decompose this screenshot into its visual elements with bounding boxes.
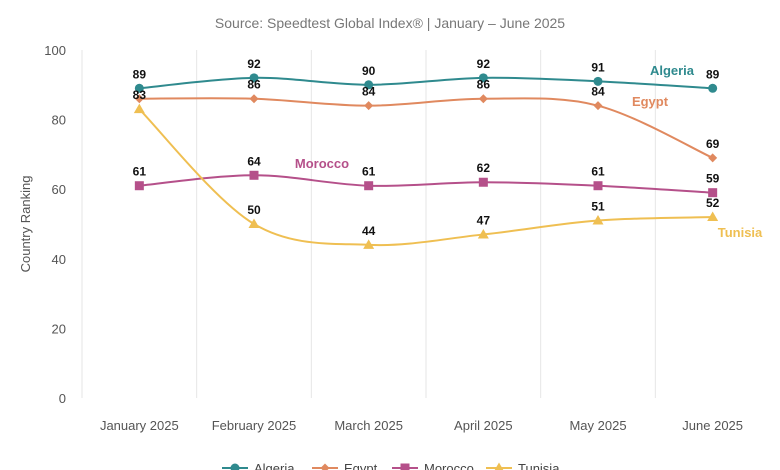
x-tick-label: February 2025 (212, 418, 297, 433)
legend-label-egypt: Egypt (344, 461, 378, 470)
data-point-tunisia (133, 103, 145, 114)
data-point-tunisia (248, 218, 260, 228)
data-label-egypt: 86 (477, 78, 491, 92)
data-label-morocco: 59 (706, 172, 720, 186)
data-label-tunisia: 83 (133, 88, 147, 102)
data-label-algeria: 92 (477, 57, 491, 71)
x-tick-label: January 2025 (100, 418, 179, 433)
data-point-egypt (364, 101, 374, 111)
data-label-tunisia: 47 (477, 213, 491, 227)
data-point-algeria (478, 73, 488, 83)
data-label-algeria: 91 (591, 60, 605, 74)
x-tick-label: March 2025 (334, 418, 403, 433)
data-point-tunisia (707, 211, 719, 222)
data-label-tunisia: 51 (591, 200, 605, 214)
data-label-algeria: 89 (706, 67, 720, 81)
data-point-algeria (134, 83, 144, 93)
data-label-morocco: 61 (362, 165, 376, 179)
y-tick-label: 40 (52, 252, 66, 267)
y-axis-label: Country Ranking (18, 176, 33, 273)
data-point-tunisia (477, 228, 489, 239)
data-point-algeria (249, 73, 259, 83)
data-point-morocco (708, 188, 718, 198)
y-tick-label: 60 (52, 182, 66, 197)
data-label-egypt: 69 (706, 137, 720, 151)
data-label-morocco: 61 (591, 165, 605, 179)
data-point-tunisia (363, 239, 375, 249)
data-label-algeria: 90 (362, 64, 376, 78)
data-label-tunisia: 44 (362, 224, 376, 238)
data-point-morocco (478, 177, 488, 187)
series-line-morocco (139, 174, 713, 194)
data-label-egypt: 84 (591, 85, 605, 99)
data-point-egypt (249, 94, 259, 104)
data-point-tunisia (592, 215, 604, 225)
series-line-algeria (139, 76, 713, 90)
data-label-morocco: 64 (247, 154, 261, 168)
data-point-morocco (134, 181, 144, 191)
data-point-algeria (364, 80, 374, 90)
data-label-egypt: 86 (247, 78, 261, 92)
legend-label-tunisia: Tunisia (518, 461, 560, 470)
data-label-algeria: 89 (133, 67, 147, 81)
x-tick-label: June 2025 (682, 418, 743, 433)
data-label-egypt: 84 (362, 85, 376, 99)
data-point-egypt (593, 101, 603, 111)
series-label-morocco: Morocco (295, 156, 349, 171)
series-label-egypt: Egypt (632, 94, 669, 109)
data-label-tunisia: 50 (247, 203, 261, 217)
data-point-egypt (134, 94, 144, 104)
series-label-tunisia: Tunisia (718, 225, 763, 240)
y-tick-label: 20 (52, 321, 66, 336)
legend-marker-tunisia (494, 462, 504, 470)
data-label-tunisia: 52 (706, 196, 720, 210)
data-point-morocco (249, 170, 259, 180)
y-tick-label: 0 (59, 391, 66, 406)
legend-marker-egypt (320, 463, 330, 470)
legend-label-morocco: Morocco (424, 461, 474, 470)
x-tick-label: May 2025 (569, 418, 626, 433)
legend-marker-morocco (400, 463, 410, 470)
x-tick-label: April 2025 (454, 418, 513, 433)
data-point-algeria (593, 76, 603, 86)
y-tick-label: 80 (52, 113, 66, 128)
chart-subtitle: Source: Speedtest Global Index® | Januar… (214, 15, 566, 31)
data-label-algeria: 92 (247, 57, 261, 71)
legend-label-algeria: Algeria (254, 461, 295, 470)
data-point-egypt (478, 94, 488, 104)
data-label-morocco: 62 (477, 161, 491, 175)
data-point-morocco (364, 181, 374, 191)
data-point-egypt (708, 153, 718, 163)
y-tick-label: 100 (44, 43, 66, 58)
series-line-tunisia (138, 108, 713, 247)
series-line-egypt (139, 97, 714, 159)
legend-marker-algeria (230, 463, 240, 470)
data-label-morocco: 61 (133, 165, 147, 179)
data-point-algeria (708, 83, 718, 93)
data-point-morocco (593, 181, 603, 191)
series-label-algeria: Algeria (650, 63, 695, 78)
